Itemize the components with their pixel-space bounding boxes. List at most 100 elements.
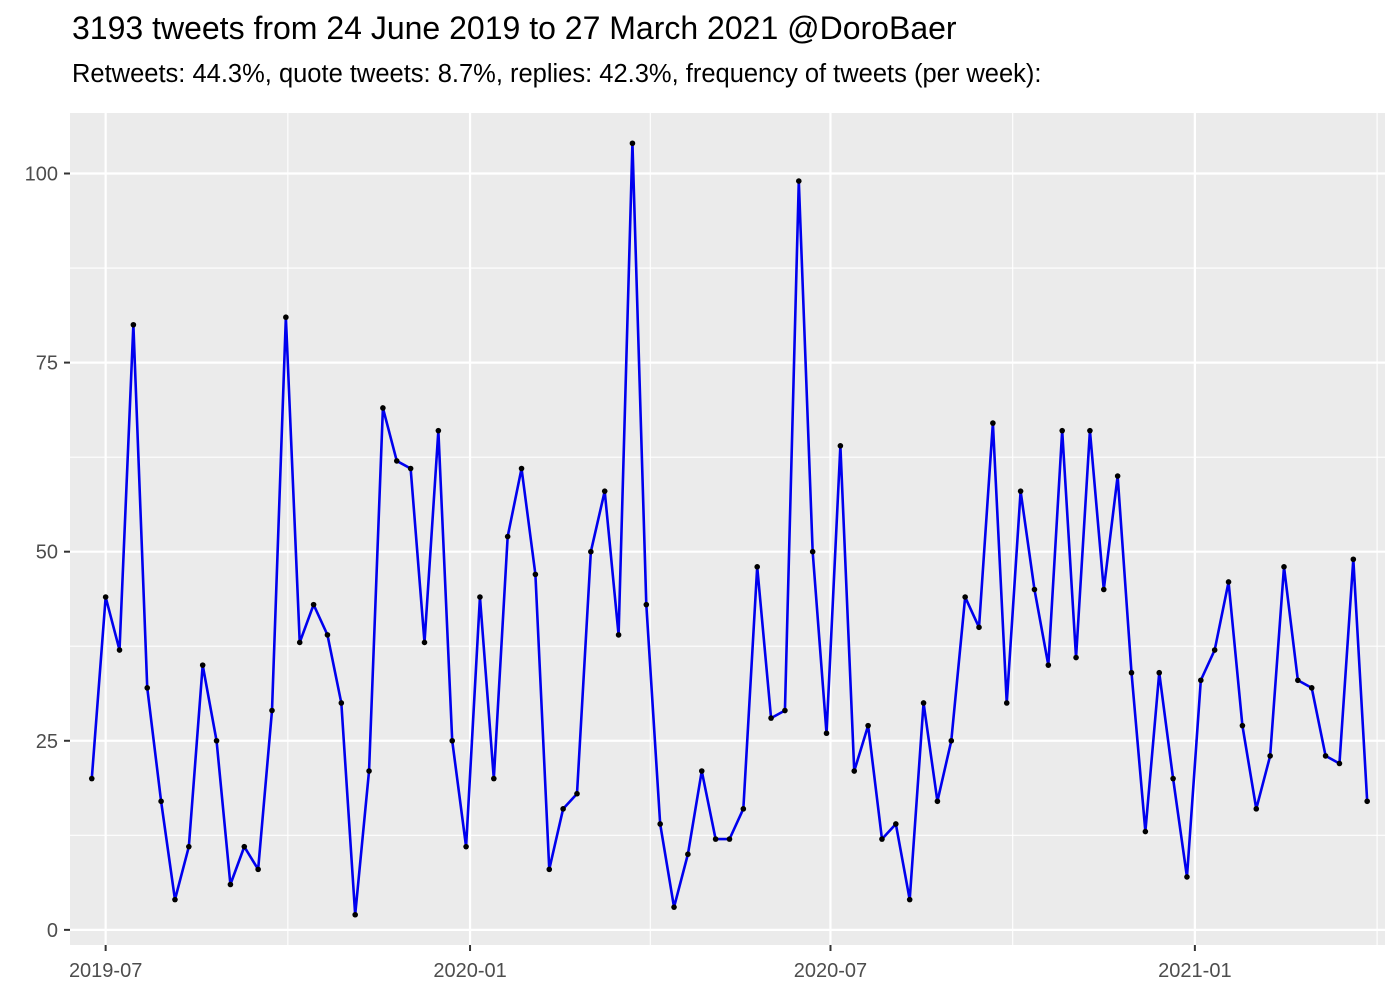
data-point: [643, 601, 650, 608]
data-point: [352, 911, 358, 918]
data-point: [1003, 700, 1010, 706]
data-point: [1114, 473, 1121, 479]
data-point: [532, 571, 539, 578]
data-point: [1184, 874, 1190, 880]
x-tick-label: 2020-07: [794, 960, 867, 982]
data-point: [1225, 579, 1232, 585]
data-point: [172, 896, 178, 903]
y-tick-label: 100: [25, 164, 58, 186]
plot-panel: [70, 113, 1385, 945]
data-point: [879, 836, 885, 842]
data-point: [1253, 806, 1260, 812]
data-point: [1267, 753, 1273, 759]
data-point: [1059, 427, 1065, 434]
data-point: [920, 700, 927, 706]
data-point: [421, 639, 428, 646]
data-point: [491, 775, 497, 782]
data-point: [186, 843, 192, 850]
data-point: [837, 443, 844, 449]
data-point: [199, 662, 206, 668]
data-point: [685, 851, 691, 858]
data-point: [657, 821, 663, 827]
data-point: [809, 548, 816, 555]
data-point: [324, 632, 331, 638]
y-tick-label: 0: [47, 920, 58, 942]
data-point: [255, 866, 261, 873]
data-point: [615, 632, 622, 638]
data-point: [990, 420, 996, 426]
grid-major: [70, 113, 1385, 945]
data-point: [283, 314, 289, 321]
x-tick-label: 2020-01: [433, 960, 506, 982]
data-point: [269, 707, 275, 714]
data-point: [893, 821, 899, 827]
data-point: [102, 594, 109, 600]
grid-minor: [70, 113, 1385, 945]
y-tick-label: 25: [36, 731, 58, 753]
x-tick-label: 2021-01: [1158, 960, 1231, 982]
data-point: [463, 843, 469, 850]
data-point: [310, 601, 317, 608]
data-point: [449, 737, 456, 744]
data-point: [768, 715, 774, 721]
data-point: [574, 790, 580, 797]
chart-subtitle: Retweets: 44.3%, quote tweets: 8.7%, rep…: [72, 60, 1042, 88]
data-point: [601, 488, 608, 494]
data-point: [1073, 654, 1079, 661]
data-point: [1308, 685, 1315, 691]
data-point: [1128, 669, 1135, 676]
data-point: [962, 594, 968, 600]
data-point: [1364, 798, 1370, 805]
data-point: [976, 624, 982, 631]
data-point: [1295, 677, 1301, 684]
series-points-group: [88, 140, 1370, 918]
data-point: [144, 685, 151, 691]
data-point: [477, 594, 483, 600]
data-point: [934, 798, 941, 805]
axis-labels: 0 25 50 75 100 2019-07 2020-01 2020-07 2021-01: [25, 164, 1232, 982]
data-point: [948, 737, 955, 744]
data-point: [158, 798, 164, 805]
data-point: [906, 896, 913, 903]
data-point: [380, 405, 386, 411]
data-point: [1156, 669, 1163, 676]
data-point: [546, 866, 553, 873]
data-point: [116, 647, 123, 653]
y-tick-label: 75: [36, 353, 58, 375]
data-point: [435, 427, 442, 434]
data-point: [1198, 677, 1204, 684]
data-point: [1322, 753, 1329, 759]
data-point: [1142, 828, 1149, 835]
data-point: [393, 458, 400, 464]
data-point: [338, 700, 345, 706]
data-point: [726, 836, 733, 842]
data-point: [366, 768, 372, 774]
chart-title: 3193 tweets from 24 June 2019 to 27 Marc…: [72, 10, 957, 46]
data-point: [740, 806, 747, 812]
data-point: [1100, 586, 1107, 593]
data-point: [296, 639, 303, 646]
data-point: [629, 140, 636, 147]
data-point: [518, 465, 525, 472]
data-point: [588, 548, 594, 555]
data-point: [698, 768, 705, 774]
data-point: [671, 904, 677, 910]
data-point: [504, 533, 511, 540]
data-point: [407, 465, 414, 472]
x-tick-label: 2019-07: [69, 960, 142, 982]
data-point: [130, 321, 137, 328]
data-point: [823, 730, 830, 737]
data-point: [1239, 722, 1246, 729]
data-point: [1045, 662, 1052, 668]
data-point: [851, 768, 858, 774]
data-point: [1336, 760, 1343, 767]
data-point: [1350, 556, 1357, 563]
data-point: [1087, 427, 1093, 434]
data-point: [227, 881, 234, 888]
data-point: [1017, 488, 1024, 494]
axis-ticks: [64, 172, 1196, 951]
data-point: [88, 775, 95, 782]
data-point: [1281, 564, 1287, 570]
data-point: [865, 722, 871, 729]
